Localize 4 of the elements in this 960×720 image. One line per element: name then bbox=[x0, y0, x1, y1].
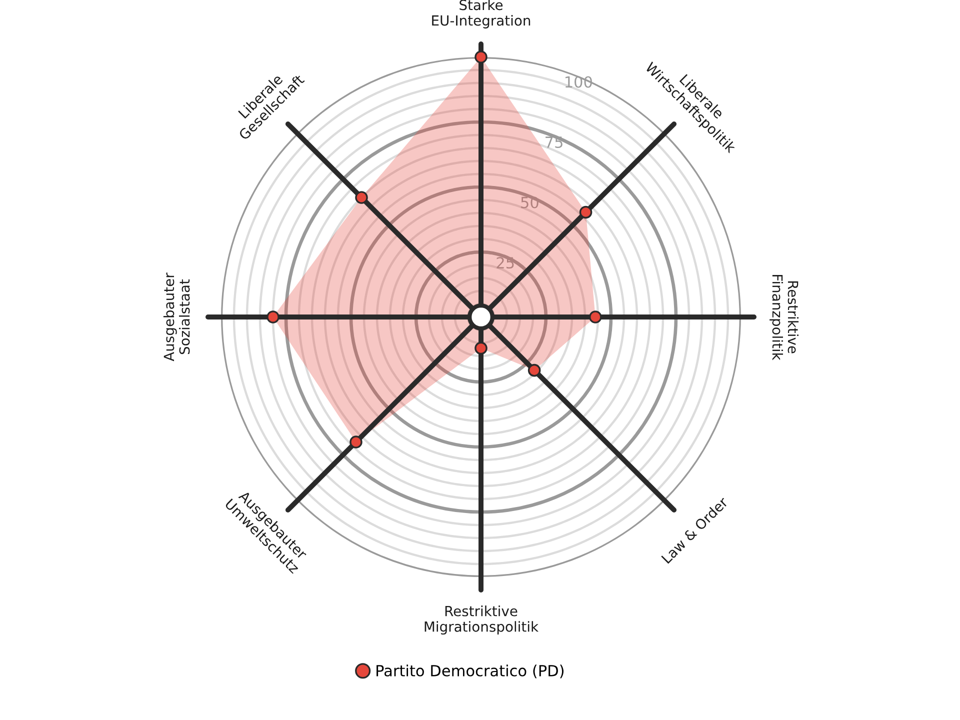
legend-label: Partito Democratico (PD) bbox=[376, 664, 564, 678]
spoke-label: Restriktive Finanzpolitik bbox=[770, 275, 799, 360]
spoke-label: Ausgebauter Sozialstaat bbox=[163, 272, 190, 362]
spoke-label: Restriktive Migrationspolitik bbox=[424, 606, 539, 635]
